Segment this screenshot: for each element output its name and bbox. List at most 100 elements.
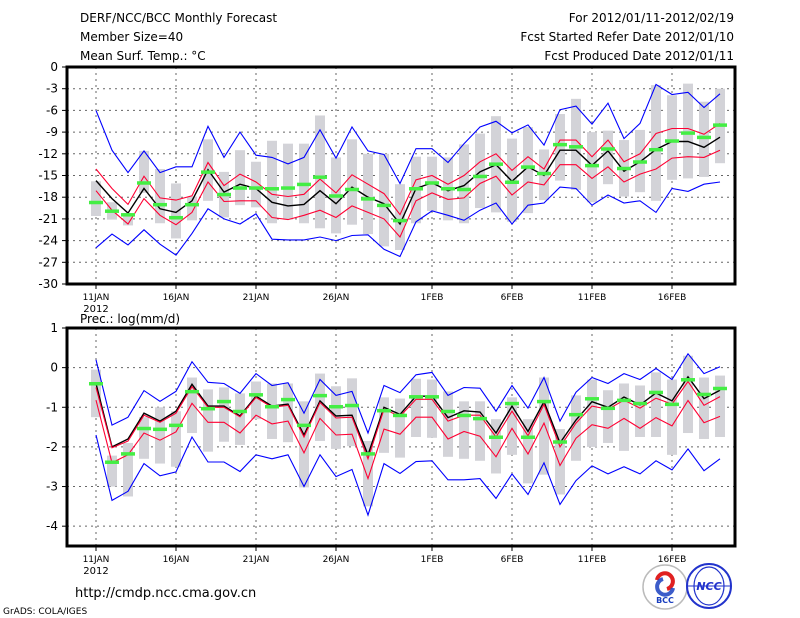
- observed-marker: [697, 135, 711, 140]
- observed-marker: [441, 409, 455, 414]
- observed-marker: [393, 413, 407, 418]
- observed-marker: [297, 423, 311, 428]
- observed-marker: [409, 187, 423, 191]
- ensemble-range-bar: [651, 85, 661, 201]
- x-year-label: 2012: [83, 566, 108, 577]
- observed-marker: [649, 147, 663, 152]
- observed-marker: [537, 171, 551, 176]
- ensemble-range-bar: [251, 161, 261, 208]
- figure-title: DERF/NCC/BCC Monthly Forecast: [80, 11, 277, 25]
- observed-marker: [585, 163, 599, 168]
- x-year-label: 2012: [83, 304, 108, 315]
- observed-marker: [633, 401, 647, 406]
- y-tick-label: -12: [38, 147, 58, 161]
- series-member-min: [95, 434, 721, 517]
- ensemble-range-bar: [347, 139, 357, 225]
- precip-panel-title: Prec.: log(mm/d): [80, 312, 180, 326]
- ensemble-range-bar: [299, 401, 309, 488]
- observed-marker: [553, 440, 567, 444]
- observed-marker: [281, 397, 295, 402]
- observed-marker: [457, 187, 471, 192]
- ensemble-range-bar: [283, 383, 293, 443]
- ensemble-range-bar: [459, 144, 469, 224]
- observed-marker: [345, 403, 359, 408]
- observed-marker: [681, 131, 695, 135]
- y-tick-label: -21: [38, 212, 58, 226]
- y-tick-label: -3: [46, 82, 58, 96]
- observed-marker: [281, 186, 295, 190]
- y-tick-label: 0: [50, 60, 58, 74]
- observed-marker: [313, 393, 327, 398]
- forecast-start-date: Fcst Started Refer Date 2012/01/10: [520, 30, 734, 44]
- ensemble-range-bar: [667, 95, 677, 180]
- observed-marker: [377, 408, 391, 413]
- ensemble-range-bar: [379, 153, 389, 247]
- observed-marker: [137, 181, 151, 185]
- observed-marker: [665, 402, 679, 407]
- ensemble-range-bar: [171, 411, 181, 467]
- ensemble-range-bar: [523, 419, 533, 484]
- observed-marker: [585, 397, 599, 401]
- ensemble-range-bar: [155, 407, 165, 464]
- ensemble-range-bar: [395, 184, 405, 251]
- y-tick-label: -2: [46, 440, 58, 454]
- observed-marker: [217, 399, 231, 404]
- observed-marker: [505, 180, 519, 185]
- ensemble-range-bar: [555, 429, 565, 495]
- observed-marker: [105, 460, 119, 464]
- observed-marker: [601, 406, 615, 411]
- website-url[interactable]: http://cmdp.ncc.cma.gov.cn: [75, 586, 256, 601]
- observed-marker: [457, 413, 471, 418]
- series-spread-lower: [95, 399, 721, 481]
- ensemble-range-bar: [427, 379, 437, 438]
- ensemble-range-bar: [523, 127, 533, 214]
- y-tick-label: -3: [46, 480, 58, 494]
- y-tick-label: -30: [38, 277, 58, 291]
- observed-marker: [185, 389, 199, 394]
- series-ensemble-mean: [95, 136, 721, 226]
- observed-marker: [665, 139, 679, 143]
- ensemble-range-bar: [123, 442, 133, 497]
- series-member-max: [95, 352, 721, 435]
- observed-marker: [361, 452, 375, 456]
- ensemble-range-bar: [267, 140, 277, 224]
- observed-marker: [601, 147, 615, 151]
- y-tick-label: -6: [46, 103, 58, 117]
- series-spread-lower: [95, 149, 721, 239]
- series-member-max: [95, 83, 721, 185]
- observed-marker: [425, 181, 439, 185]
- ensemble-range-bar: [315, 373, 325, 441]
- x-tick-label: 1FEB: [421, 293, 444, 303]
- ensemble-range-bar: [683, 355, 693, 434]
- ensemble-range-bar: [379, 397, 389, 453]
- ensemble-range-bar: [539, 377, 549, 475]
- observed-marker: [473, 174, 487, 179]
- ensemble-range-bar: [555, 114, 565, 181]
- member-size: Member Size=40: [80, 30, 183, 44]
- observed-marker: [537, 399, 551, 404]
- plot-frame: [65, 326, 737, 548]
- ensemble-range-bar: [507, 138, 517, 222]
- observed-marker: [89, 200, 103, 205]
- observed-marker: [489, 162, 503, 166]
- ensemble-range-bar: [699, 101, 709, 177]
- ensemble-range-bar: [203, 389, 213, 452]
- ensemble-range-bar: [443, 391, 453, 457]
- forecast-period: For 2012/01/11-2012/02/19: [569, 11, 734, 25]
- ensemble-range-bar: [715, 375, 725, 437]
- observed-marker: [329, 194, 343, 198]
- ensemble-range-bar: [651, 372, 661, 437]
- observed-marker: [489, 435, 503, 439]
- ensemble-range-bar: [363, 153, 373, 235]
- ensemble-range-bar: [235, 393, 245, 445]
- observed-marker: [233, 409, 247, 414]
- ensemble-range-bar: [315, 115, 325, 229]
- observed-marker: [169, 215, 183, 220]
- observed-marker: [617, 398, 631, 403]
- bcc-logo: BCC: [642, 564, 688, 610]
- ensemble-range-bar: [699, 377, 709, 439]
- x-tick-label: 16FEB: [658, 555, 687, 565]
- ensemble-range-bar: [91, 181, 101, 217]
- ensemble-range-bar: [347, 378, 357, 447]
